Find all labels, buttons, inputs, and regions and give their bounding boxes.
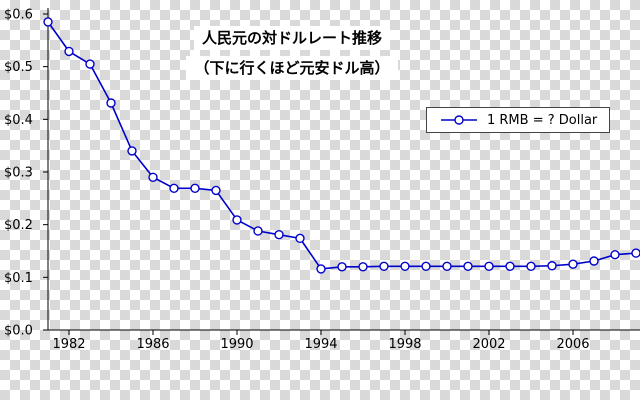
data-point-marker (400, 261, 410, 271)
data-point-marker (106, 98, 116, 108)
data-point-marker (589, 256, 599, 266)
x-tick-label: 1990 (220, 337, 253, 352)
x-tick-label: 1998 (388, 337, 421, 352)
data-point-marker (316, 264, 326, 274)
legend-line-sample (441, 115, 477, 125)
x-tick-label: 2006 (556, 337, 589, 352)
data-point-marker (568, 259, 578, 269)
data-point-marker (274, 229, 284, 240)
y-tick-label: $0.2 (4, 218, 33, 233)
y-tick-label: $0.5 (4, 60, 33, 75)
legend-marker-icon (454, 115, 464, 125)
legend-box: 1 RMB = ? Dollar (426, 107, 611, 133)
data-point-marker (148, 172, 158, 182)
data-point-marker (442, 261, 452, 271)
data-point-marker (547, 261, 557, 271)
x-tick-label: 1994 (304, 337, 337, 352)
chart-subtitle: （下に行くほど元安ドル高） (186, 56, 398, 80)
y-tick-label: $0.0 (4, 324, 33, 339)
data-point-marker (211, 185, 221, 196)
data-point-marker (43, 17, 53, 27)
chart-title: 人民元の対ドルレート推移 (193, 26, 390, 50)
data-point-marker (64, 46, 74, 57)
y-tick-label: $0.6 (4, 8, 33, 23)
data-point-marker (232, 215, 242, 225)
data-point-marker (169, 183, 179, 194)
data-point-marker (505, 261, 515, 271)
data-point-marker (463, 261, 473, 271)
data-point-marker (295, 233, 305, 244)
data-point-marker (190, 183, 200, 194)
data-point-marker (253, 226, 263, 236)
chart-title-wrap: 人民元の対ドルレート推移 (137, 26, 447, 50)
data-point-marker (127, 146, 137, 156)
x-tick-label: 1986 (136, 337, 169, 352)
y-tick-label: $0.3 (4, 166, 33, 181)
x-tick-label: 2002 (472, 337, 505, 352)
data-point-marker (379, 261, 389, 271)
y-tick-label: $0.4 (4, 113, 33, 128)
chart-title-block: 人民元の対ドルレート推移 （下に行くほど元安ドル高） (137, 26, 447, 80)
data-point-marker (85, 59, 95, 69)
data-point-marker (484, 261, 494, 271)
x-tick-label: 1982 (52, 337, 85, 352)
data-point-marker (421, 261, 431, 271)
data-point-marker (526, 261, 536, 271)
data-point-marker (631, 248, 640, 258)
data-point-marker (610, 249, 620, 260)
chart-subtitle-wrap: （下に行くほど元安ドル高） (137, 56, 447, 80)
data-point-marker (358, 262, 368, 272)
legend-label: 1 RMB = ? Dollar (487, 112, 598, 128)
y-tick-label: $0.1 (4, 271, 33, 286)
data-point-marker (337, 262, 347, 272)
